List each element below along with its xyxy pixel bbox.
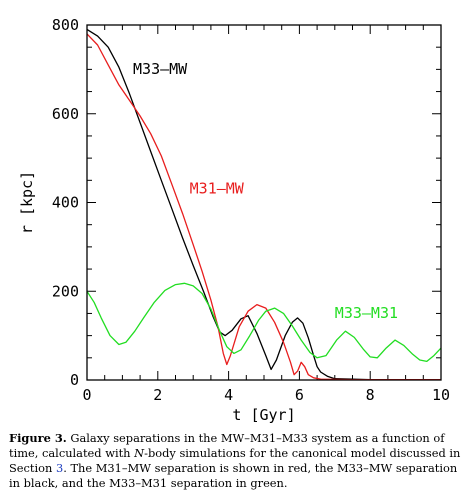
- series-label: M33–M31: [335, 304, 398, 322]
- axis-ticks: [86, 24, 442, 381]
- x-tick-label: 10: [432, 386, 450, 404]
- caption-text-2: -body simulations for the canonical mode…: [9, 446, 461, 475]
- y-tick-label: 400: [52, 194, 79, 212]
- x-tick-label: 4: [224, 386, 233, 404]
- y-axis-label: r [kpc]: [18, 171, 36, 234]
- chart: 0 2 4 6 8 100200400600800M33–MWM31–MWM33–M31 …: [18, 16, 450, 424]
- y-tick-label: 800: [52, 16, 79, 34]
- x-tick-label: 6: [295, 386, 304, 404]
- x-axis-label: t [Gyr]: [232, 406, 295, 424]
- x-tick-label: 8: [366, 386, 375, 404]
- caption-text-1: Galaxy separations in the MW–M31–M33 sys…: [9, 431, 445, 460]
- series-line-m33-m31: [86, 282, 442, 363]
- caption-italic-n: N: [134, 446, 145, 460]
- series-group: [86, 28, 442, 381]
- y-tick-label: 0: [70, 371, 79, 389]
- series-line-m33-mw: [86, 28, 441, 381]
- figure-caption: Figure 3. Galaxy separations in the MW–M…: [9, 431, 461, 491]
- caption-lead: Figure 3.: [9, 431, 67, 445]
- x-tick-label: 0: [82, 386, 91, 404]
- caption-text-3: . The M31–MW separation is shown in red,…: [9, 461, 458, 490]
- labels-group: 0 2 4 6 8 10 0 200 400 600 800 M33–MW M31–MW M33–M31: [52, 16, 450, 404]
- series-label: M33–MW: [133, 60, 188, 78]
- y-tick-label: 200: [52, 282, 79, 300]
- plot-frame: [86, 24, 442, 381]
- series-line-m31-mw: [86, 33, 441, 381]
- caption-section-ref[interactable]: 3: [55, 461, 64, 475]
- x-tick-label: 2: [153, 386, 162, 404]
- y-tick-label: 600: [52, 105, 79, 123]
- series-label: M31–MW: [190, 180, 245, 198]
